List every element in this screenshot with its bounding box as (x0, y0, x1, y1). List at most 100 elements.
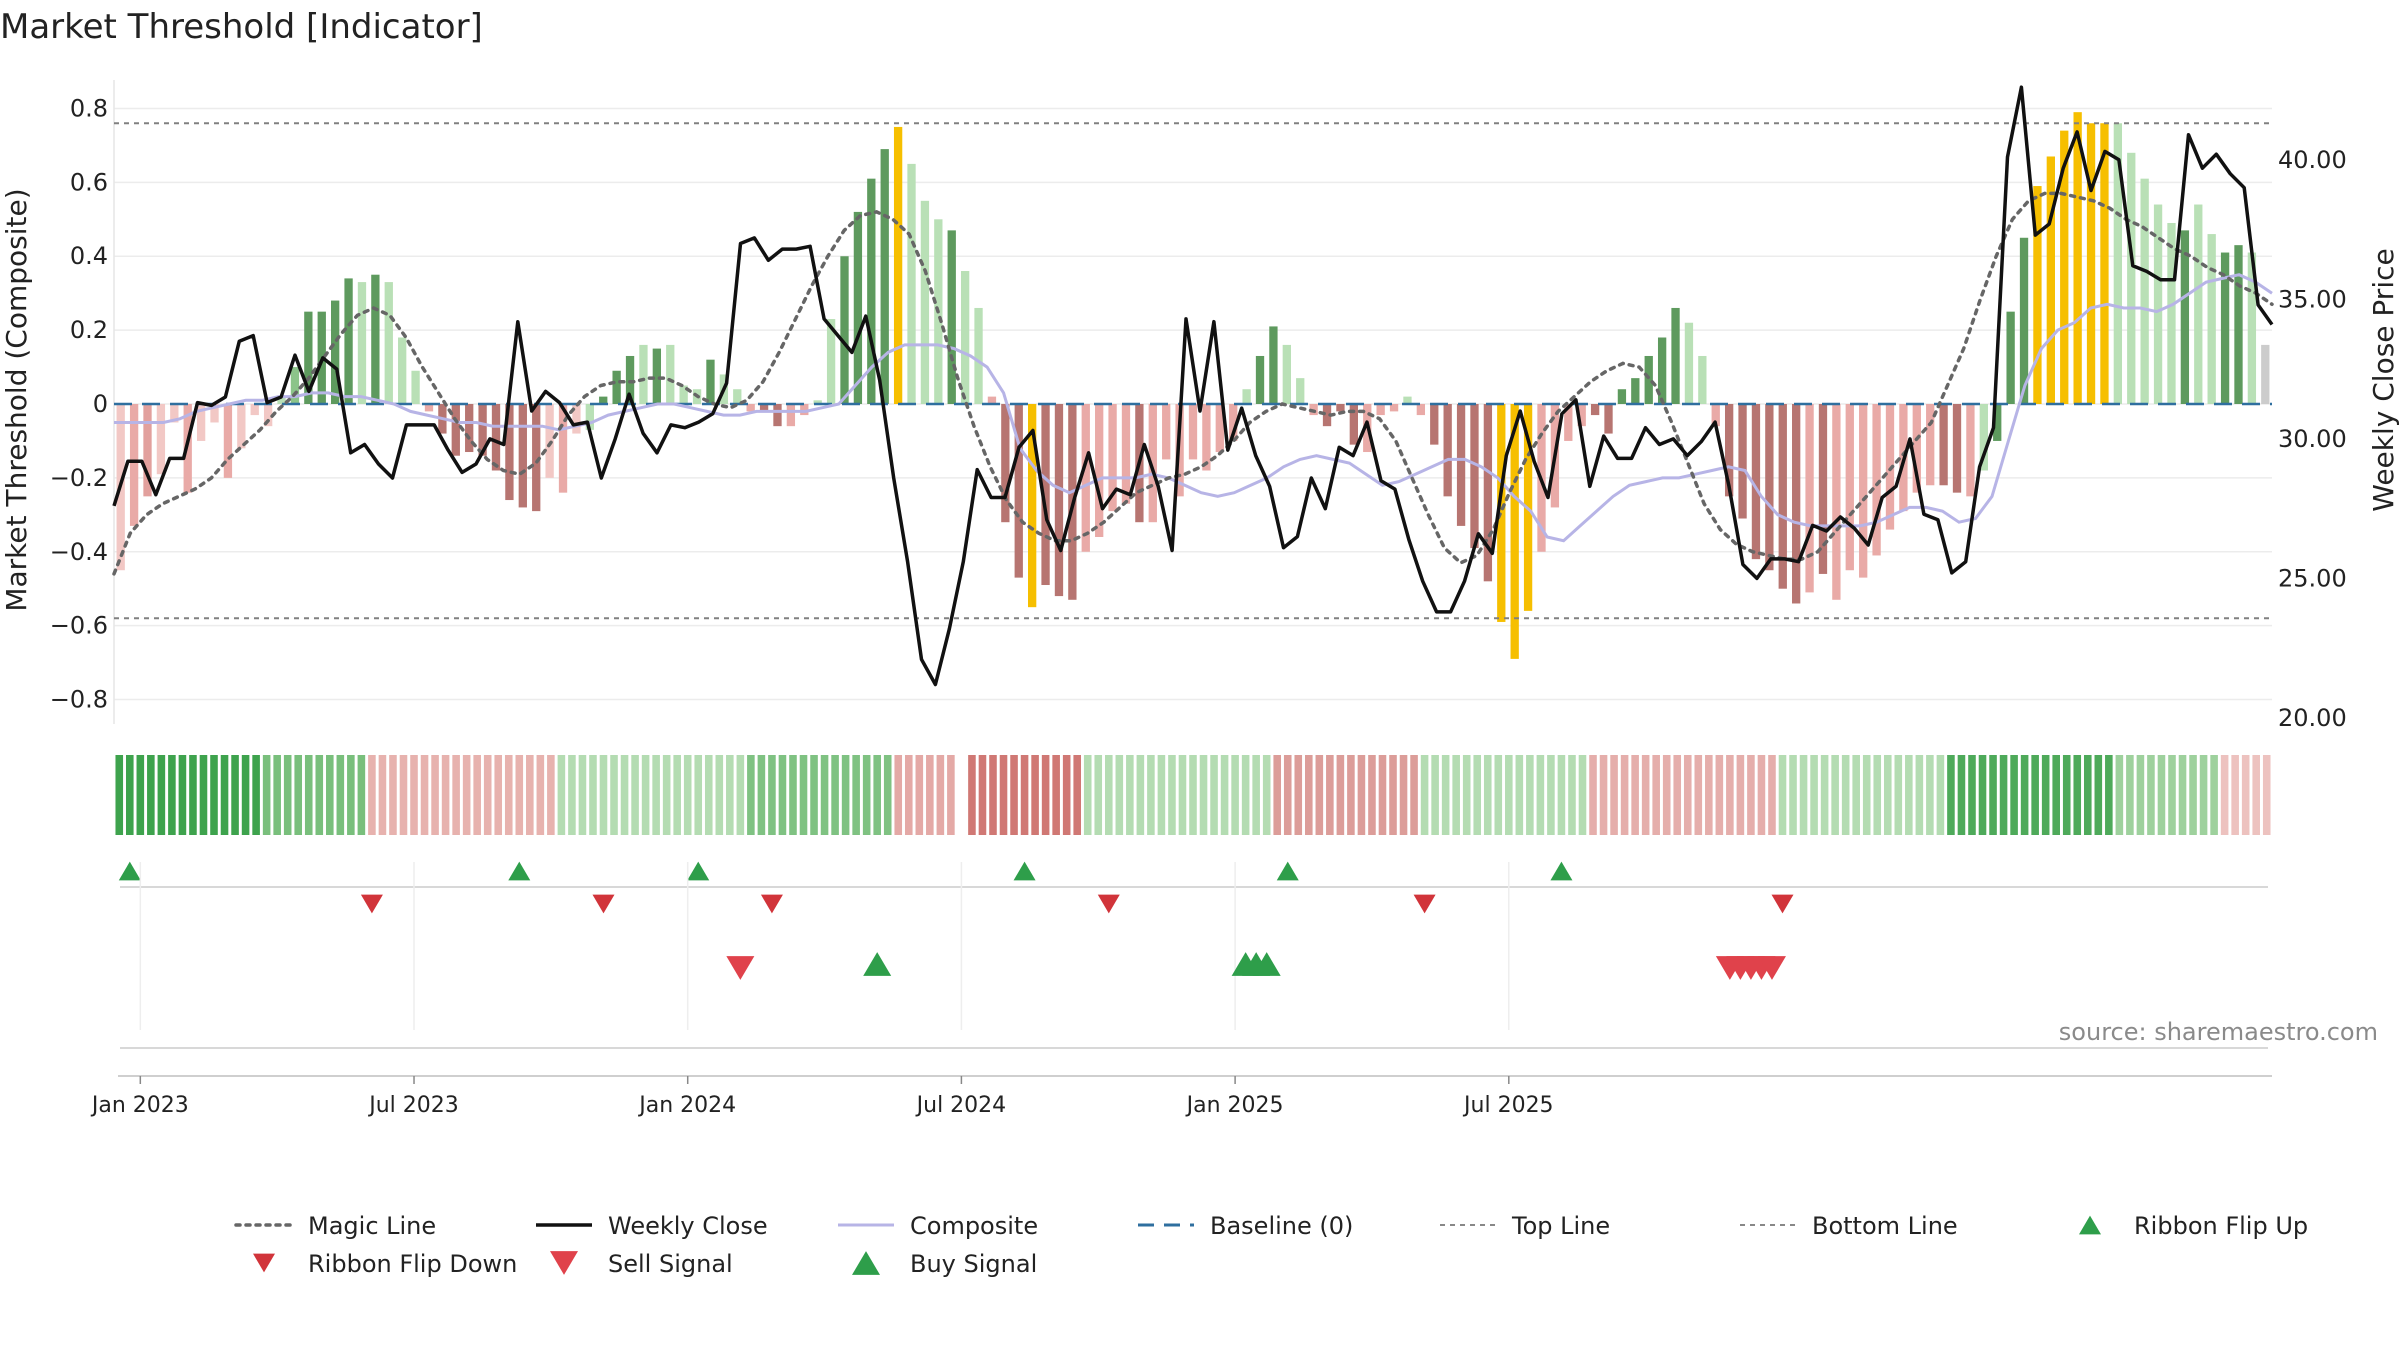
ribbon-cell (1347, 755, 1355, 835)
ribbon-cell (662, 755, 671, 835)
composite-bar (290, 367, 300, 404)
composite-bar (156, 404, 166, 475)
composite-bar (960, 271, 970, 404)
ribbon-cell (873, 755, 881, 835)
ribbon-cell (2083, 755, 2092, 835)
ribbon-cell (1978, 755, 1987, 835)
ribbon-cell (494, 755, 503, 835)
ribbon-cell (1641, 755, 1650, 835)
ribbon-cell (1852, 755, 1860, 835)
ribbon-cell (2073, 755, 2082, 835)
ribbon-flip-down-marker (1771, 894, 1794, 914)
composite-bar (2247, 252, 2257, 404)
composite-bar (1322, 404, 1332, 427)
ribbon-cell (1789, 755, 1797, 835)
ribbon-cell (1726, 755, 1734, 835)
ribbon-cell (504, 755, 513, 835)
ribbon-cell (1368, 755, 1376, 835)
composite-bar (344, 278, 353, 404)
ribbon-cell (1652, 755, 1660, 835)
ribbon-cell (1799, 755, 1808, 835)
ribbon-cell (2231, 755, 2239, 835)
composite-bar (424, 404, 434, 412)
composite-bar (398, 337, 407, 404)
legend-label: Bottom Line (1812, 1212, 1958, 1240)
x-tick-label: Jan 2024 (637, 1093, 736, 1118)
ribbon-cell (1547, 755, 1555, 835)
ribbon-flip-down-marker (1413, 894, 1436, 914)
composite-bar (786, 404, 796, 427)
ribbon-cell (220, 755, 229, 835)
ribbon-cell (852, 755, 860, 835)
legend-item-bottom: Bottom Line (1740, 1212, 1958, 1240)
ribbon-cell (1420, 755, 1429, 835)
composite-bar (1001, 404, 1010, 523)
ribbon-cell (304, 755, 313, 835)
ribbon-cell (1557, 755, 1566, 835)
composite-bar (411, 370, 420, 404)
ribbon-strip (115, 755, 2271, 835)
composite-bar (639, 344, 648, 404)
composite-bar (666, 344, 675, 404)
composite-bar (867, 178, 876, 404)
composite-bar (1671, 307, 1680, 404)
ribbon-cell (999, 755, 1008, 835)
composite-bar (1859, 404, 1868, 578)
composite-bar (304, 311, 313, 404)
composite-bar (1751, 404, 1761, 560)
legend-label: Ribbon Flip Down (308, 1250, 517, 1278)
composite-bar (1108, 404, 1117, 512)
composite-bar (1966, 404, 1975, 497)
ribbon-cell (168, 755, 176, 835)
composite-bar (974, 307, 983, 404)
ribbon-cell (2157, 755, 2166, 835)
y-tick-left: 0.4 (70, 242, 108, 270)
x-tick-label: Jul 2025 (1462, 1093, 1554, 1118)
ribbon-cell (336, 755, 345, 835)
composite-bar (1510, 404, 1519, 659)
ribbon-cell (1683, 755, 1692, 835)
ribbon-cell (126, 755, 134, 835)
ribbon-cell (747, 755, 755, 835)
legend-swatch (253, 1253, 275, 1273)
composite-bar (505, 404, 514, 501)
composite-bar (2167, 222, 2176, 404)
ribbon-cell (157, 755, 166, 835)
ribbon-cell (694, 755, 703, 835)
composite-bar (1979, 404, 1988, 471)
ribbon-cell (420, 755, 429, 835)
composite-bar (2086, 123, 2096, 404)
x-tick-label: Jul 2024 (915, 1093, 1007, 1118)
composite-bar (572, 404, 581, 434)
composite-bar (1054, 404, 1064, 597)
ribbon-cell (2041, 755, 2050, 835)
legend-item-flipup: Ribbon Flip Up (2079, 1212, 2308, 1240)
legend-item-flipdown: Ribbon Flip Down (253, 1250, 517, 1278)
composite-bar (1483, 404, 1493, 582)
composite-bar (1443, 404, 1452, 497)
composite-bar (1872, 404, 1881, 556)
ribbon-cell (136, 755, 145, 835)
source-note: source: sharemaestro.com (2059, 1018, 2378, 1046)
y-tick-left: 0.8 (70, 94, 108, 122)
composite-bar (384, 282, 393, 404)
composite-bar (331, 300, 340, 404)
ribbon-cell (1157, 755, 1166, 835)
ribbon-cell (1736, 755, 1745, 835)
composite-bar (1456, 404, 1466, 526)
ribbon-cell (631, 755, 639, 835)
ribbon-cell (2010, 755, 2018, 835)
composite-bar (451, 404, 460, 456)
ribbon-cell (1494, 755, 1503, 835)
composite-bar (129, 404, 139, 526)
ribbon-cell (1094, 755, 1103, 835)
legend-item-composite: Composite (838, 1212, 1038, 1240)
composite-bar (1215, 404, 1224, 453)
ribbon-cell (2136, 755, 2145, 835)
ribbon-flip-down-marker (592, 894, 615, 914)
composite-bar (223, 404, 233, 478)
composite-bar (2140, 178, 2149, 404)
ribbon-cell (1126, 755, 1134, 835)
ribbon-cell (199, 755, 208, 835)
composite-bar (1014, 404, 1023, 578)
